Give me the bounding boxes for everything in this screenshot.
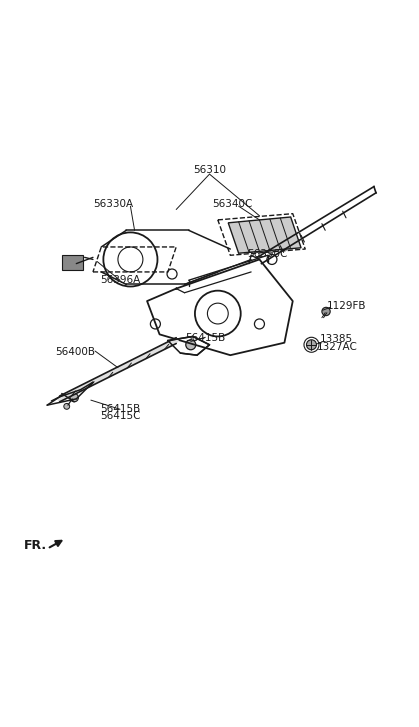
Text: 1129FB: 1129FB — [327, 301, 367, 311]
Circle shape — [64, 403, 70, 409]
Circle shape — [70, 393, 78, 402]
Text: FR.: FR. — [24, 539, 47, 552]
Circle shape — [150, 319, 160, 329]
Text: 56400B: 56400B — [55, 347, 96, 357]
Text: 56390C: 56390C — [248, 249, 288, 260]
FancyBboxPatch shape — [62, 255, 83, 270]
Text: 56415B: 56415B — [100, 404, 140, 414]
Text: 56340C: 56340C — [212, 198, 253, 209]
Circle shape — [306, 340, 316, 350]
Circle shape — [322, 308, 330, 316]
Text: 13385: 13385 — [320, 334, 354, 345]
Circle shape — [186, 340, 196, 350]
Circle shape — [254, 319, 264, 329]
Polygon shape — [228, 217, 301, 253]
Text: 56330A: 56330A — [93, 198, 133, 209]
Text: 56415C: 56415C — [100, 411, 140, 422]
Text: 56396A: 56396A — [100, 276, 140, 285]
Text: 1327AC: 1327AC — [316, 342, 357, 352]
Circle shape — [167, 269, 177, 279]
Text: 56310: 56310 — [193, 165, 226, 175]
Text: 56415B: 56415B — [185, 333, 225, 342]
Circle shape — [267, 254, 277, 265]
